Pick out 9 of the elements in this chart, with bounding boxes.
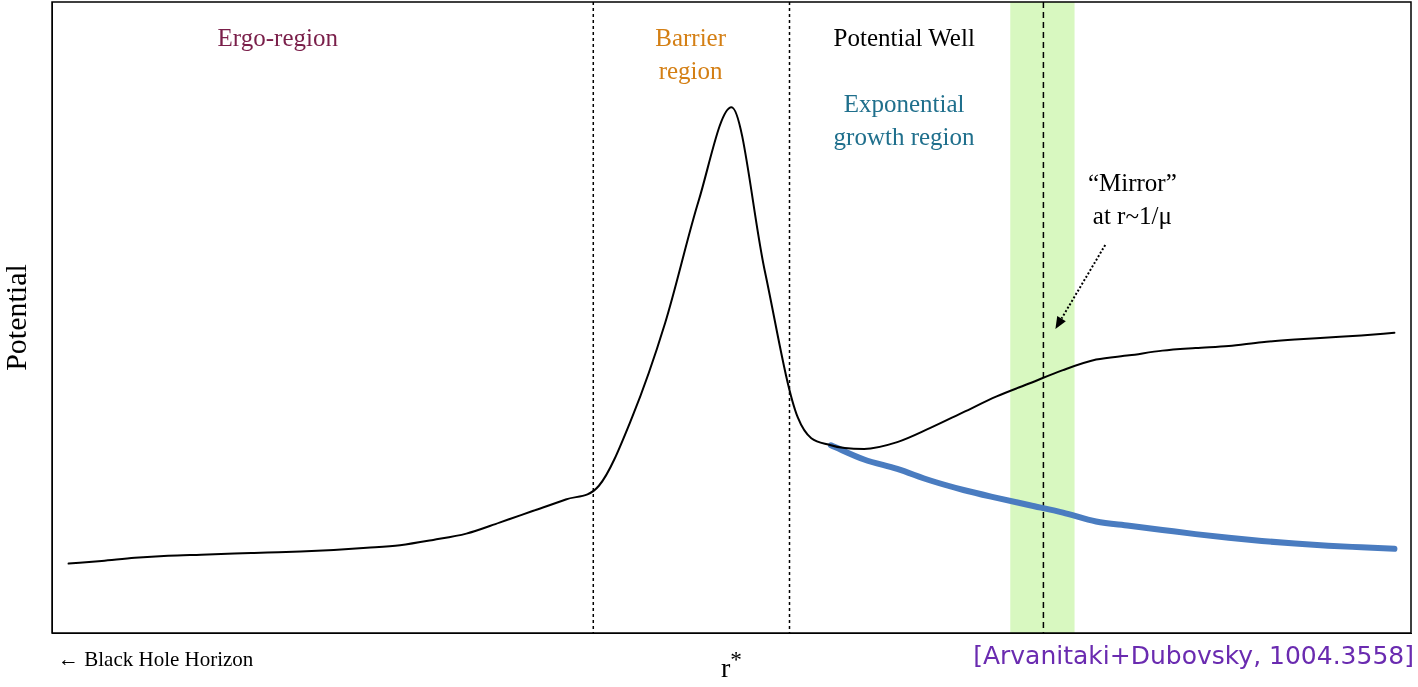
text: Potential Well xyxy=(833,22,975,53)
annotation: “Mirror” at r~1/μ xyxy=(1087,168,1177,232)
text: ← Black Hole Horizon xyxy=(58,646,254,673)
annotation: Exponential growth region xyxy=(833,89,975,153)
text: Barrier region xyxy=(655,22,727,86)
text: [Arvanitaki+Dubovsky, 1004.3558] xyxy=(973,640,1414,672)
y-axis-title: Potential xyxy=(0,264,32,371)
text: Ergo-region xyxy=(217,22,338,53)
x-axis-title: r$^{*}$ xyxy=(721,646,742,685)
